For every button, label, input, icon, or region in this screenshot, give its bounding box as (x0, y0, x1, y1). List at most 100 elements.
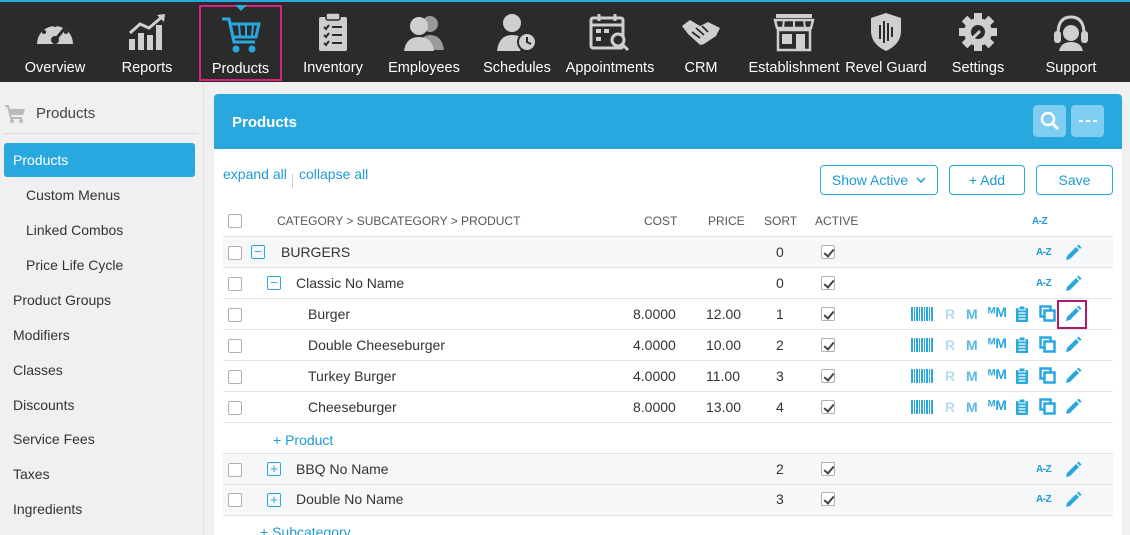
more-options-button[interactable] (1071, 105, 1104, 137)
expand-all-link[interactable]: expand all (223, 166, 287, 182)
add-subcategory-link[interactable]: + Subcategory (260, 524, 351, 535)
barcode-icon[interactable] (911, 307, 933, 326)
table-row-product[interactable]: Turkey Burger 4.0000 11.00 3 R M ᴹM (223, 360, 1113, 391)
table-row-subcategory[interactable]: + BBQ No Name 2 A-Z (223, 453, 1113, 484)
barcode-icon[interactable] (911, 400, 933, 419)
table-row-category[interactable]: − BURGERS 0 A-Z (223, 236, 1113, 267)
clipboard-icon[interactable] (1015, 398, 1029, 421)
sidebar-item-linked-combos[interactable]: Linked Combos (26, 222, 124, 238)
r-icon[interactable]: R (945, 306, 956, 322)
sidebar-item-taxes[interactable]: Taxes (13, 466, 50, 482)
active-checkbox[interactable] (821, 369, 835, 383)
row-checkbox[interactable] (228, 339, 242, 353)
multi-m-icon[interactable]: ᴹM (988, 397, 1007, 413)
m-icon[interactable]: M (966, 368, 978, 384)
active-checkbox[interactable] (821, 400, 835, 414)
nav-settings[interactable]: Settings (944, 4, 1012, 81)
row-sort: 0 (776, 275, 784, 291)
clipboard-icon[interactable] (1015, 305, 1029, 328)
active-checkbox[interactable] (821, 245, 835, 259)
nav-reports[interactable]: Reports (110, 4, 184, 81)
row-checkbox[interactable] (228, 246, 242, 260)
table-row-product[interactable]: Double Cheeseburger 4.0000 10.00 2 R M ᴹ… (223, 329, 1113, 360)
pencil-icon[interactable] (1064, 336, 1082, 359)
copy-icon[interactable] (1039, 305, 1056, 327)
pencil-icon[interactable] (1064, 275, 1082, 298)
active-checkbox[interactable] (821, 462, 835, 476)
row-cost: 8.0000 (633, 399, 676, 415)
nav-overview[interactable]: Overview (16, 4, 94, 81)
collapse-toggle[interactable]: − (251, 245, 265, 259)
nav-revel-guard[interactable]: Revel Guard (845, 4, 927, 81)
sidebar-item-ingredients[interactable]: Ingredients (13, 501, 83, 517)
table-row-subcategory[interactable]: + Double No Name 3 A-Z (223, 484, 1113, 515)
pencil-icon[interactable] (1064, 461, 1082, 484)
row-checkbox[interactable] (228, 463, 242, 477)
sidebar-item-modifiers[interactable]: Modifiers (13, 327, 70, 343)
m-icon[interactable]: M (966, 306, 978, 322)
pencil-icon[interactable] (1064, 305, 1082, 328)
add-product-link[interactable]: + Product (273, 432, 334, 448)
nav-employees[interactable]: Employees (384, 4, 464, 81)
clipboard-icon[interactable] (1015, 336, 1029, 359)
pencil-icon[interactable] (1064, 491, 1082, 514)
active-checkbox[interactable] (821, 307, 835, 321)
multi-m-icon[interactable]: ᴹM (988, 304, 1007, 320)
sort-az-button[interactable]: A-Z (1036, 494, 1052, 505)
sidebar-item-products[interactable]: Products (4, 143, 195, 177)
sidebar-item-product-groups[interactable]: Product Groups (13, 292, 112, 308)
table-row-product[interactable]: Burger 8.0000 12.00 1 R M ᴹM (223, 298, 1113, 329)
row-checkbox[interactable] (228, 308, 242, 322)
save-button[interactable]: Save (1036, 165, 1113, 195)
row-checkbox[interactable] (228, 493, 242, 507)
pencil-icon[interactable] (1064, 398, 1082, 421)
nav-products[interactable]: Products (199, 5, 282, 81)
barcode-icon[interactable] (911, 338, 933, 357)
nav-support[interactable]: Support (1038, 4, 1104, 81)
row-checkbox[interactable] (228, 370, 242, 384)
r-icon[interactable]: R (945, 368, 956, 384)
row-checkbox[interactable] (228, 277, 242, 291)
copy-icon[interactable] (1039, 336, 1056, 358)
show-active-dropdown[interactable]: Show Active (820, 165, 938, 195)
active-checkbox[interactable] (821, 492, 835, 506)
copy-icon[interactable] (1039, 398, 1056, 420)
r-icon[interactable]: R (945, 399, 956, 415)
active-checkbox[interactable] (821, 338, 835, 352)
nav-appointments[interactable]: Appointments (563, 4, 657, 81)
expand-toggle[interactable]: + (267, 493, 281, 507)
sidebar-item-classes[interactable]: Classes (13, 362, 63, 378)
nav-schedules[interactable]: Schedules (480, 4, 554, 81)
sort-az-all-button[interactable]: A-Z (1032, 216, 1048, 227)
search-button[interactable] (1033, 105, 1066, 137)
m-icon[interactable]: M (966, 399, 978, 415)
collapse-all-link[interactable]: collapse all (299, 166, 369, 182)
add-button[interactable]: + Add (949, 165, 1025, 195)
sort-az-button[interactable]: A-Z (1036, 464, 1052, 475)
active-checkbox[interactable] (821, 276, 835, 290)
clipboard-icon[interactable] (1015, 367, 1029, 390)
pencil-icon[interactable] (1064, 367, 1082, 390)
pencil-icon[interactable] (1064, 244, 1082, 267)
sidebar-item-custom-menus[interactable]: Custom Menus (26, 187, 121, 203)
collapse-toggle[interactable]: − (267, 276, 281, 290)
select-all-checkbox[interactable] (228, 214, 242, 228)
nav-crm[interactable]: CRM (672, 4, 730, 81)
multi-m-icon[interactable]: ᴹM (988, 335, 1007, 351)
sort-az-button[interactable]: A-Z (1036, 247, 1052, 258)
multi-m-icon[interactable]: ᴹM (988, 366, 1007, 382)
row-checkbox[interactable] (228, 401, 242, 415)
sort-az-button[interactable]: A-Z (1036, 278, 1052, 289)
sidebar-item-discounts[interactable]: Discounts (13, 397, 75, 413)
table-row-subcategory[interactable]: − Classic No Name 0 A-Z (223, 267, 1113, 298)
expand-toggle[interactable]: + (267, 462, 281, 476)
r-icon[interactable]: R (945, 337, 956, 353)
copy-icon[interactable] (1039, 367, 1056, 389)
nav-establishment[interactable]: Establishment (748, 4, 840, 81)
table-row-product[interactable]: Cheeseburger 8.0000 13.00 4 R M ᴹM (223, 391, 1113, 422)
barcode-icon[interactable] (911, 369, 933, 388)
m-icon[interactable]: M (966, 337, 978, 353)
sidebar-item-price-life-cycle[interactable]: Price Life Cycle (26, 257, 124, 273)
sidebar-item-service-fees[interactable]: Service Fees (13, 431, 95, 447)
nav-inventory[interactable]: Inventory (297, 4, 369, 81)
